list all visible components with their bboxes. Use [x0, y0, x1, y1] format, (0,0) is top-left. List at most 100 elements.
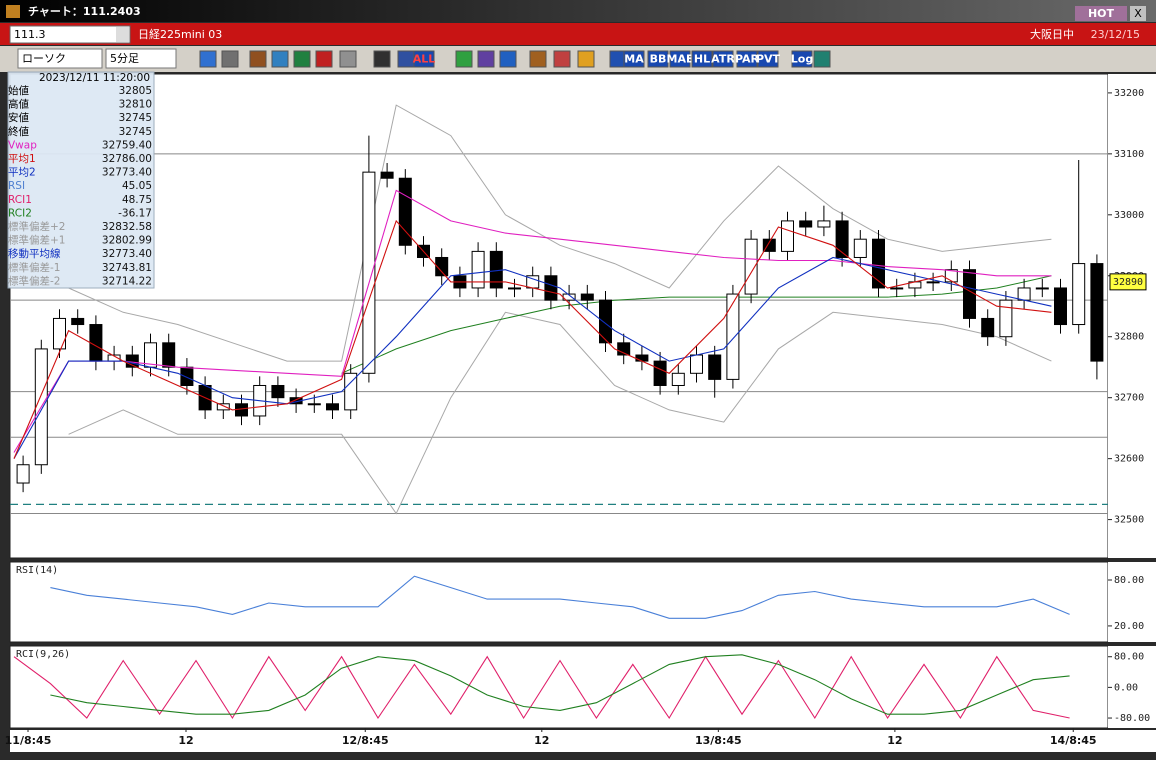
info-label: Vwap	[8, 139, 37, 151]
tool-icon[interactable]	[813, 50, 831, 68]
tool-icon[interactable]	[477, 50, 495, 68]
code-select[interactable]	[9, 25, 131, 44]
tool-button-label[interactable]: Log	[791, 53, 813, 66]
tool-icon[interactable]	[271, 50, 289, 68]
y-tick-label: 80.00	[1114, 652, 1144, 663]
close-button[interactable]	[1130, 6, 1146, 21]
candle-body	[799, 220, 813, 228]
rsi-plot	[9, 561, 1109, 643]
hot-label[interactable]: HOT	[1088, 7, 1115, 20]
candle-body	[271, 384, 285, 399]
indicator-line	[13, 655, 1070, 720]
tool-button[interactable]	[647, 50, 669, 68]
code[interactable]: 111.3	[14, 28, 46, 41]
tool-icon[interactable]	[373, 50, 391, 68]
tool-icon[interactable]	[529, 50, 547, 68]
indicator-line	[50, 654, 1070, 715]
candle-body	[781, 220, 794, 252]
info-value: 32805	[119, 85, 152, 97]
candle-body	[726, 293, 740, 380]
tool-icon[interactable]	[221, 50, 239, 68]
info-label: 終値	[8, 125, 29, 138]
y-tick-label: 20.00	[1114, 621, 1144, 632]
candle-body	[380, 171, 394, 179]
app-icon	[6, 5, 20, 18]
candle-body	[690, 354, 703, 374]
tool-icon[interactable]	[249, 50, 267, 68]
tool-button-label[interactable]: BB	[650, 53, 667, 66]
candle-body	[835, 220, 849, 258]
tool-icon[interactable]	[577, 50, 595, 68]
candle-body	[344, 372, 358, 411]
tool-button-label[interactable]: PVT	[756, 53, 781, 66]
tool-icon[interactable]	[499, 50, 517, 68]
y-tick-label: 32700	[1114, 393, 1144, 404]
instrument-name: 日経225mini 03	[138, 28, 222, 41]
tool-button-label[interactable]: ATR	[711, 53, 735, 66]
info-value: 32745	[119, 126, 152, 138]
candle-body	[89, 324, 103, 362]
info-label: 始値	[8, 84, 29, 97]
candle-body	[999, 299, 1013, 338]
candle-body	[635, 354, 649, 362]
candle-body	[1017, 287, 1031, 301]
window-title: チャート：111.2403	[28, 5, 141, 18]
rsi-axis	[1108, 562, 1156, 642]
tool-button[interactable]	[669, 50, 691, 68]
tool-icon[interactable]	[293, 50, 311, 68]
x-tick-label: 13/8:45	[695, 734, 742, 747]
interval[interactable]: 5分足	[110, 52, 139, 65]
tool-icon[interactable]	[199, 50, 217, 68]
tool-icon[interactable]	[339, 50, 357, 68]
candle-body	[508, 287, 521, 290]
tool-icon[interactable]	[315, 50, 333, 68]
info-value: 48.75	[122, 194, 152, 206]
close-label[interactable]: X	[1134, 7, 1142, 20]
dropdown[interactable]	[116, 27, 129, 42]
info-value: 32786.00	[102, 153, 152, 165]
interval-select[interactable]	[105, 48, 177, 69]
tool-button-label[interactable]: PAR	[735, 53, 760, 66]
candle-body	[1090, 263, 1104, 362]
tool-icon[interactable]	[455, 50, 473, 68]
info-value: 32802.99	[102, 235, 152, 247]
price-axis	[1108, 74, 1156, 558]
tool-button-label[interactable]: MA	[624, 53, 644, 66]
candle-body	[471, 250, 485, 289]
tool-button[interactable]	[712, 50, 734, 68]
info-value: 32773.40	[102, 248, 152, 260]
candle-body	[762, 238, 776, 252]
tool-button[interactable]	[791, 50, 813, 68]
candle-body	[307, 403, 321, 406]
info-label: 安値	[8, 111, 29, 124]
tool-button[interactable]	[757, 50, 779, 68]
main-plot	[9, 73, 1109, 559]
indicator-line	[68, 104, 1052, 362]
candle-body	[162, 342, 176, 368]
tool-button-label[interactable]: MAE	[667, 53, 694, 66]
tool-icon[interactable]	[553, 50, 571, 68]
tool-button-label[interactable]: HL	[694, 53, 710, 66]
type-select[interactable]	[17, 48, 103, 69]
hot-button[interactable]	[1075, 6, 1127, 21]
tool-button[interactable]	[736, 50, 758, 68]
candle-body	[1072, 263, 1086, 326]
chart-type[interactable]: ローソク	[22, 52, 66, 65]
date: 23/12/15	[1091, 28, 1140, 41]
tool-button[interactable]	[691, 50, 713, 68]
tool-button[interactable]	[413, 50, 435, 68]
info-value: 32759.40	[102, 139, 152, 151]
rci-axis	[1108, 646, 1156, 728]
candle-body	[926, 281, 940, 284]
panel-title: RCI(9,26)	[16, 649, 70, 660]
info-label: RCI2	[8, 207, 32, 219]
info-value: 32773.40	[102, 167, 152, 179]
tool-icon[interactable]	[397, 50, 415, 68]
info-label: 移動平均線	[8, 247, 61, 260]
info-value: 32714.22	[102, 275, 152, 287]
candle-body	[580, 293, 594, 301]
indicator-line	[341, 275, 1052, 374]
tool-button-label[interactable]: ALL	[413, 53, 436, 66]
tool-button[interactable]	[623, 50, 645, 68]
